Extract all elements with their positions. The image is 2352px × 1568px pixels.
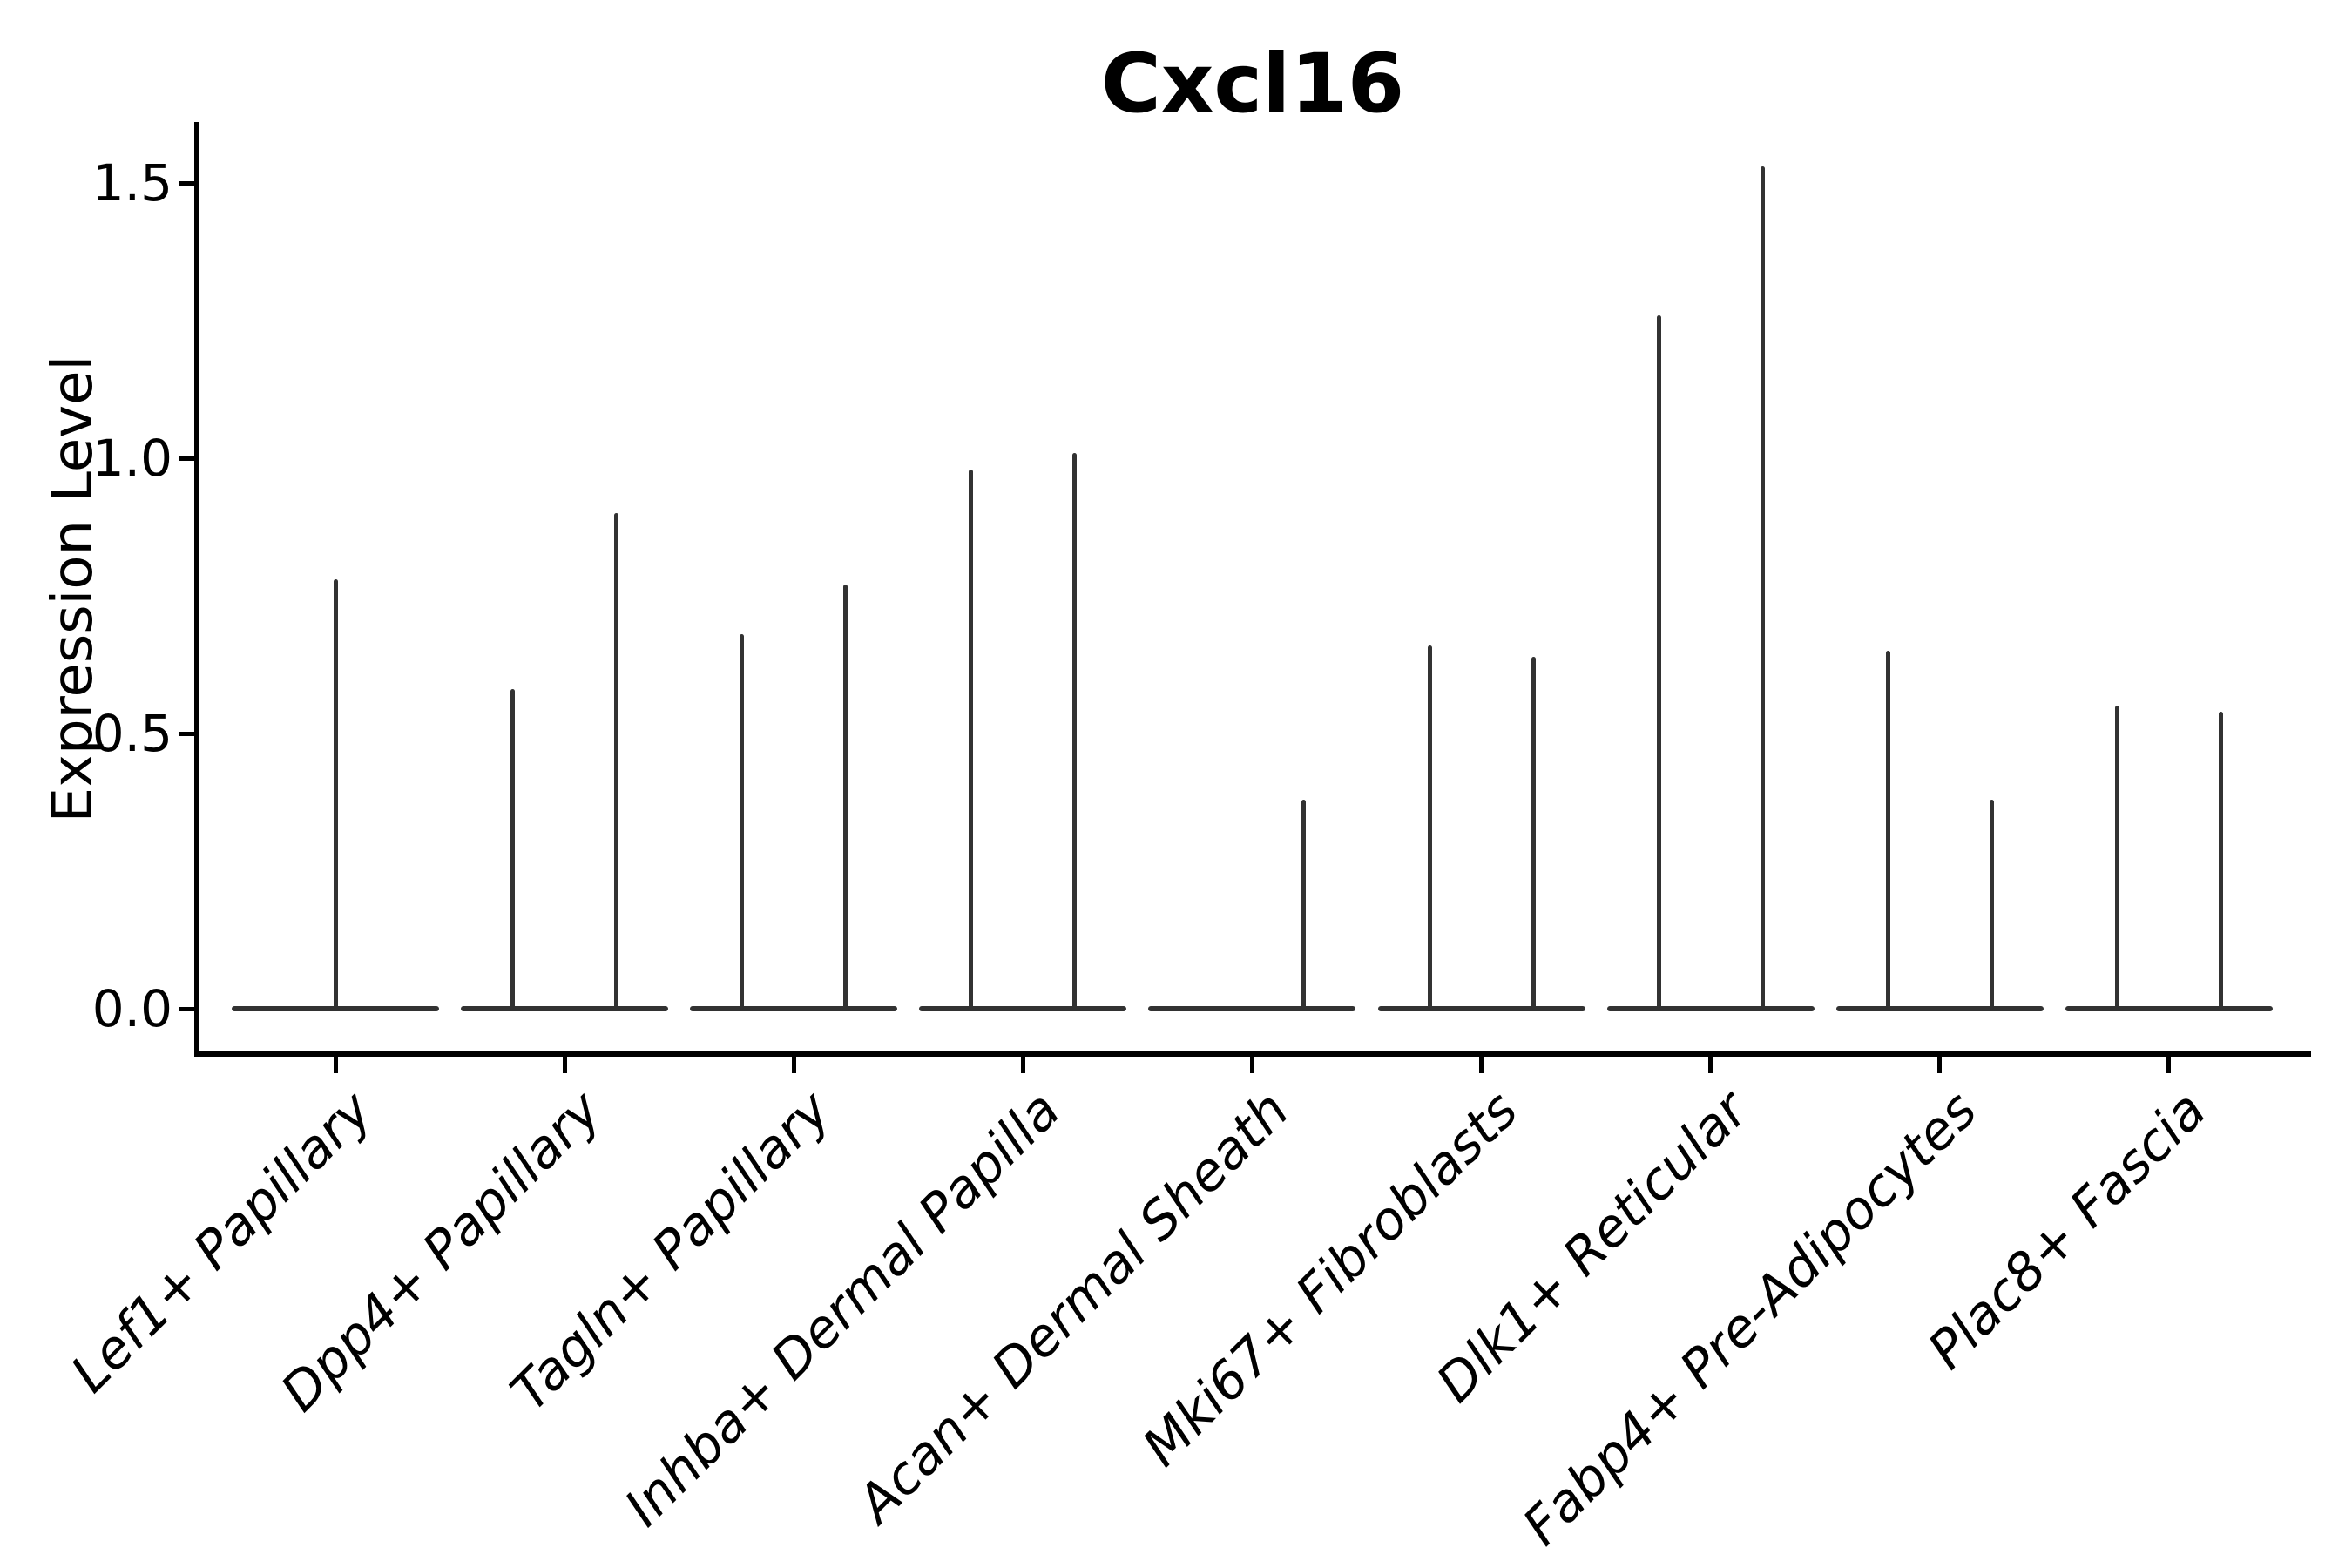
y-tick-mark — [179, 180, 194, 186]
y-tick-label: 1.5 — [91, 153, 172, 213]
y-tick-label: 0.0 — [91, 979, 172, 1038]
x-axis-spine — [194, 1051, 2311, 1057]
violin-base — [1835, 1006, 2044, 1011]
x-tick-mark — [2166, 1057, 2172, 1073]
x-tick-label: Fabp4+ Pre-Adipocytes — [1511, 1079, 1989, 1558]
x-tick-mark — [1020, 1057, 1025, 1073]
y-axis-spine — [194, 122, 199, 1057]
violin-base — [2065, 1006, 2273, 1011]
x-tick-label: Acan+ Dermal Sheath — [846, 1079, 1301, 1535]
violin-base — [461, 1006, 669, 1011]
violin-spike — [1301, 799, 1307, 1009]
violin-spike — [1531, 656, 1536, 1009]
violin-base — [1606, 1006, 1815, 1011]
violin-spike — [1427, 645, 1432, 1009]
violin-spike — [1760, 166, 1765, 1009]
x-tick-label: Inhba+ Dermal Papilla — [612, 1079, 1072, 1538]
violin-spike — [510, 689, 516, 1009]
y-tick-label: 0.5 — [91, 704, 172, 763]
violin-base — [690, 1006, 898, 1011]
x-tick-mark — [562, 1057, 567, 1073]
violin-base — [1148, 1006, 1356, 1011]
x-tick-mark — [1937, 1057, 1943, 1073]
violin-base — [919, 1006, 1127, 1011]
x-tick-mark — [1479, 1057, 1484, 1073]
violin-spike — [2114, 706, 2119, 1009]
y-tick-label: 1.0 — [91, 429, 172, 488]
violin-spike — [1072, 452, 1078, 1009]
violin-spike — [1989, 799, 1994, 1009]
violin-spike — [740, 634, 745, 1009]
x-tick-mark — [791, 1057, 796, 1073]
violin-spike — [2218, 711, 2223, 1009]
y-tick-mark — [179, 456, 194, 461]
violin-spike — [333, 579, 338, 1009]
violin-spike — [1656, 314, 1661, 1009]
x-tick-label: Mki67+ Fibroblasts — [1131, 1079, 1531, 1479]
violin-spike — [843, 585, 848, 1009]
x-tick-mark — [333, 1057, 338, 1073]
y-tick-mark — [179, 731, 194, 736]
chart-title: Cxcl16 — [1100, 37, 1405, 132]
violin-spike — [614, 513, 619, 1009]
x-tick-mark — [1708, 1057, 1713, 1073]
x-tick-mark — [1249, 1057, 1254, 1073]
y-tick-mark — [179, 1006, 194, 1011]
violin-spike — [1885, 651, 1890, 1009]
violin-base — [232, 1006, 439, 1011]
violin-spike — [969, 469, 974, 1009]
violin-base — [1377, 1006, 1585, 1011]
